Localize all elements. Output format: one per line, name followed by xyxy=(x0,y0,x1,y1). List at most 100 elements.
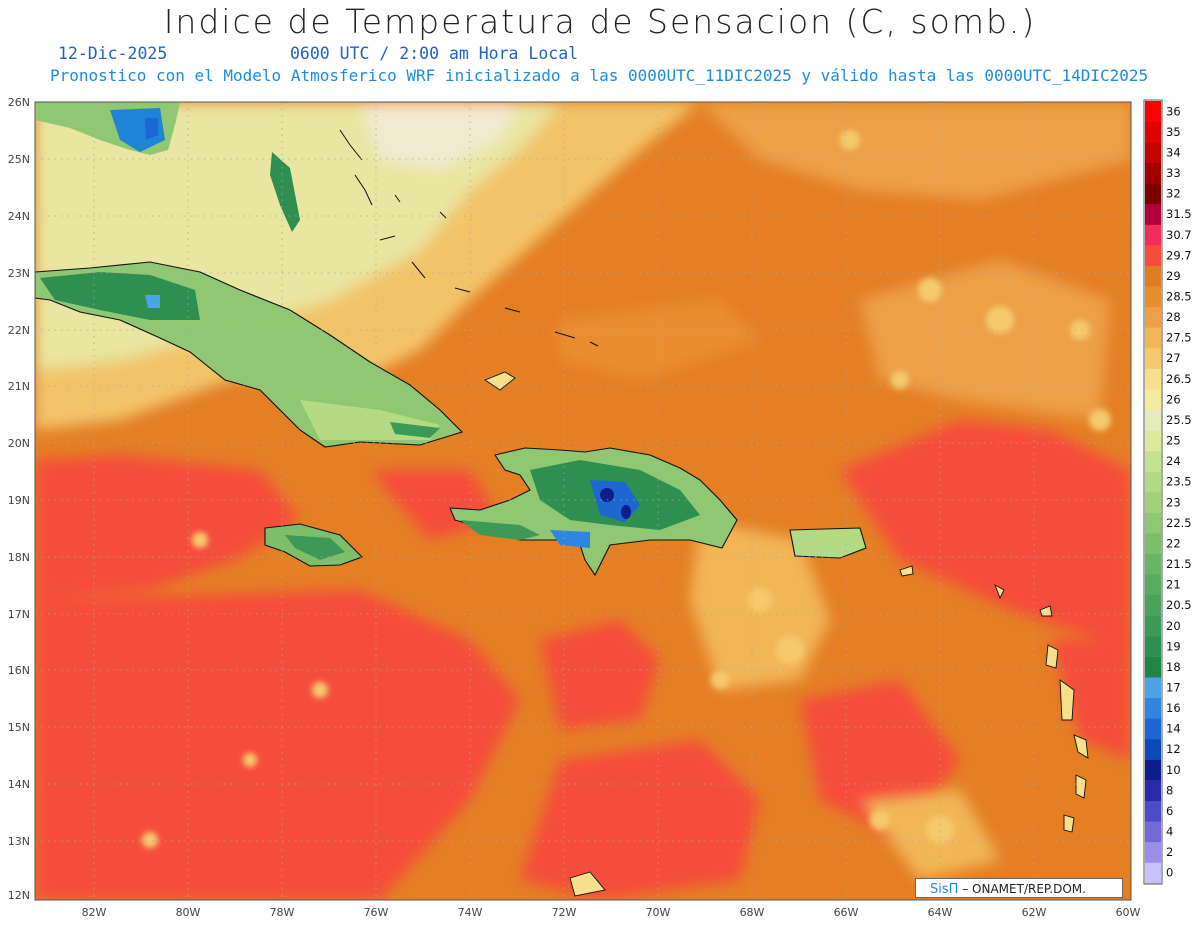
colorbar-swatch xyxy=(1145,162,1161,184)
colorbar-label: 35 xyxy=(1166,125,1181,139)
andros-island xyxy=(270,152,300,232)
lat-tick: 22N xyxy=(8,324,30,337)
colorbar-swatch xyxy=(1145,327,1161,349)
colorbar-swatch xyxy=(1145,615,1161,637)
colorbar-swatch xyxy=(1145,677,1161,699)
lat-tick: 18N xyxy=(8,551,30,564)
colorbar-label: 4 xyxy=(1166,825,1173,839)
lat-tick: 13N xyxy=(8,835,30,848)
lat-tick: 20N xyxy=(8,437,30,450)
lat-tick: 15N xyxy=(8,721,30,734)
colorbar-legend: 363534333231.530.729.72928.52827.52726.5… xyxy=(1143,99,1192,885)
colorbar-label: 0 xyxy=(1166,866,1173,880)
florida xyxy=(35,102,180,155)
colorbar-label: 32 xyxy=(1166,187,1181,201)
colorbar-swatch xyxy=(1145,389,1161,410)
lat-tick: 24N xyxy=(8,210,30,223)
credit-text: – ONAMET/REP.DOM. xyxy=(958,882,1086,896)
colorbar-label: 19 xyxy=(1166,639,1181,653)
lat-tick: 21N xyxy=(8,380,30,393)
colorbar-swatch xyxy=(1145,101,1161,122)
colorbar-label: 2 xyxy=(1166,845,1173,859)
colorbar-swatch xyxy=(1145,471,1161,493)
colorbar-swatch xyxy=(1145,224,1161,246)
colorbar-swatch xyxy=(1145,265,1161,287)
colorbar-swatch xyxy=(1145,368,1161,390)
colorbar-swatch xyxy=(1145,533,1161,555)
colorbar-label: 30.7 xyxy=(1166,228,1192,242)
colorbar-swatch xyxy=(1145,430,1161,452)
puerto-rico xyxy=(789,527,867,559)
colorbar-swatch xyxy=(1145,183,1161,205)
hispaniola xyxy=(449,447,738,577)
colorbar-swatch xyxy=(1145,203,1161,225)
colorbar-label: 28 xyxy=(1166,310,1181,324)
lon-tick: 68W xyxy=(740,906,765,919)
forecast-date: 12-Dic-2025 xyxy=(58,44,168,63)
colorbar-label: 29.7 xyxy=(1166,248,1192,262)
lon-tick: 82W xyxy=(82,906,107,919)
lon-tick: 70W xyxy=(646,906,671,919)
heat-index-field xyxy=(35,102,1131,900)
colorbar-label: 17 xyxy=(1166,681,1181,695)
colorbar-label: 6 xyxy=(1166,804,1173,818)
model-run-info: Pronostico con el Modelo Atmosferico WRF… xyxy=(50,66,1149,85)
colorbar-swatch xyxy=(1145,409,1161,431)
lat-tick: 23N xyxy=(8,267,30,280)
colorbar-swatch xyxy=(1145,286,1161,308)
lon-tick: 76W xyxy=(364,906,389,919)
bahamas-keys xyxy=(339,129,599,347)
lat-tick: 25N xyxy=(8,153,30,166)
lat-axis: 26N 25N 24N 23N 22N 21N 20N 19N 18N 17N … xyxy=(8,96,30,902)
colorbar-label: 16 xyxy=(1166,701,1181,715)
colorbar-label: 27.5 xyxy=(1166,331,1192,345)
colorbar-swatch xyxy=(1145,841,1161,863)
colorbar-label: 24 xyxy=(1166,454,1181,468)
map-title: Indice de Temperatura de Sensacion (C, s… xyxy=(163,2,1037,41)
colorbar-label: 33 xyxy=(1166,166,1181,180)
colorbar-label: 27 xyxy=(1166,351,1181,365)
colorbar-label: 25 xyxy=(1166,434,1181,448)
colorbar-swatch xyxy=(1145,697,1161,719)
colorbar-swatch xyxy=(1145,553,1161,575)
lon-tick: 72W xyxy=(552,906,577,919)
colorbar-swatch xyxy=(1145,718,1161,740)
graticule xyxy=(35,102,1131,900)
colorbar-label: 22 xyxy=(1166,536,1181,550)
heat-index-map: 26N 25N 24N 23N 22N 21N 20N 19N 18N 17N … xyxy=(8,96,1192,919)
colorbar-swatch xyxy=(1145,347,1161,369)
colorbar-label: 26 xyxy=(1166,392,1181,406)
colorbar-label: 28.5 xyxy=(1166,290,1192,304)
colorbar-label: 29 xyxy=(1166,269,1181,283)
colorbar-swatch xyxy=(1145,512,1161,534)
forecast-time: 0600 UTC / 2:00 am Hora Local xyxy=(290,44,579,63)
lat-tick: 12N xyxy=(8,889,30,902)
lon-tick: 62W xyxy=(1022,906,1047,919)
lon-tick: 64W xyxy=(928,906,953,919)
colorbar-swatch xyxy=(1145,862,1161,884)
lon-tick: 66W xyxy=(834,906,859,919)
colorbar-label: 21.5 xyxy=(1166,557,1192,571)
colorbar-label: 23.5 xyxy=(1166,475,1192,489)
colorbar-swatch xyxy=(1145,636,1161,657)
lat-tick: 16N xyxy=(8,664,30,677)
colorbar-swatch xyxy=(1145,759,1161,781)
lat-tick: 19N xyxy=(8,494,30,507)
lat-tick: 14N xyxy=(8,778,30,791)
colorbar-swatch xyxy=(1145,450,1161,472)
cuba xyxy=(35,261,464,448)
colorbar-label: 36 xyxy=(1166,104,1181,118)
colorbar-swatch xyxy=(1145,821,1161,843)
colorbar-swatch xyxy=(1145,574,1161,596)
colorbar-swatch xyxy=(1145,492,1161,513)
colorbar-label: 25.5 xyxy=(1166,413,1192,427)
colorbar-label: 31.5 xyxy=(1166,207,1192,221)
colorbar-label: 22.5 xyxy=(1166,516,1192,530)
colorbar-swatch xyxy=(1145,738,1161,760)
colorbar-label: 12 xyxy=(1166,742,1181,756)
colorbar-swatch xyxy=(1145,306,1161,328)
colorbar-label: 21 xyxy=(1166,578,1181,592)
lon-axis: 82W 80W 78W 76W 74W 72W 70W 68W 66W 64W … xyxy=(82,906,1141,919)
sispi-logo: SisΠ xyxy=(930,882,959,897)
colorbar-label: 26.5 xyxy=(1166,372,1192,386)
